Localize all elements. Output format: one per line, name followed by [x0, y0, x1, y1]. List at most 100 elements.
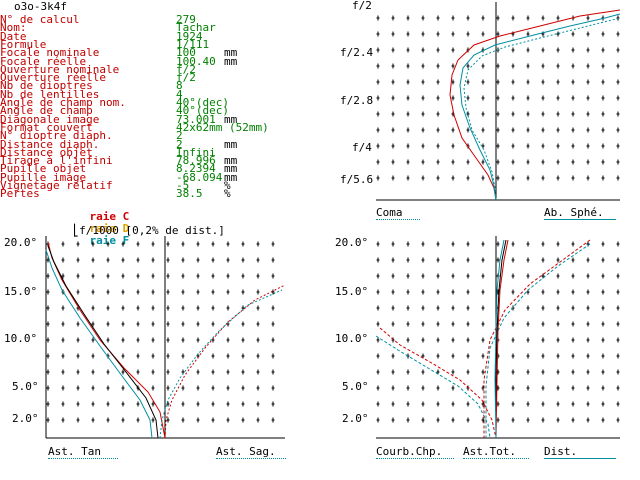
curvature-curve-teal — [375, 335, 491, 439]
field-ytick-4: 2.0° — [342, 412, 369, 425]
coma-curve-red — [449, 9, 621, 201]
param-value: 40°(dec) — [176, 104, 229, 118]
param-value: 42x62mm (52mm) — [176, 120, 269, 134]
param-label: Nb de dioptres — [0, 79, 93, 93]
param-label: Nb de lentilles — [0, 87, 100, 101]
param-label: Angle de champ nom. — [0, 96, 126, 109]
param-value: 78.996 — [176, 154, 216, 168]
field-ytick-3: 5.0° — [342, 380, 369, 393]
ast-total-curve-teal — [485, 243, 591, 438]
astig-plot-grid — [46, 241, 275, 423]
param-value: 100.40 — [176, 54, 216, 68]
curvature-curve — [379, 327, 497, 439]
param-label: Distance diaph. — [0, 137, 100, 151]
param-value: 2 — [176, 137, 183, 151]
ast-total-curve — [483, 239, 591, 438]
ast-sag-teal — [159, 289, 283, 439]
distortion-curve-red — [495, 239, 509, 439]
dist-label: Dist. — [544, 445, 578, 458]
param-label: Format couvert — [0, 120, 93, 134]
param-value: 8 — [176, 79, 183, 93]
dist-underline — [544, 458, 616, 459]
param-label: Pupille objet — [0, 162, 87, 176]
param-unit: mm — [224, 137, 238, 151]
coma-plot-grid — [376, 15, 620, 181]
coma-curve-teal — [459, 13, 621, 201]
ast-tot-underline — [463, 458, 529, 459]
field-ytick-0: 20.0° — [335, 236, 369, 249]
astig-ytick-4: 2.0° — [12, 412, 39, 425]
param-value: 8.2394 — [176, 162, 216, 176]
param-label: Focale réelle — [0, 54, 87, 68]
coma-left-label: Coma — [376, 206, 403, 219]
param-value: 73.001 — [176, 112, 216, 126]
distortion-curve-teal — [494, 239, 505, 439]
scale-note: ⎣f/1000 [0,2% de dist.] — [46, 213, 225, 249]
param-value: 38.5 — [176, 187, 203, 201]
ast-sag-red — [164, 284, 286, 439]
param-unit: mm — [224, 54, 238, 68]
coma-ytick-1: f/2.4 — [340, 46, 374, 59]
param-label: Distance objet — [0, 145, 93, 159]
astig-ytick-0: 20.0° — [4, 236, 38, 249]
param-value: -5 — [176, 179, 190, 192]
ast-tan-underline — [48, 458, 118, 459]
ast-tan-black — [47, 245, 159, 439]
param-unit: mm — [224, 170, 238, 184]
ast-tan-teal — [45, 249, 153, 439]
param-label: N° de calcul — [0, 13, 80, 26]
param-label: N° dioptre diaph. — [0, 129, 113, 143]
param-label: Focale nominale — [0, 46, 100, 60]
spectral-legend: raie C raie D raie F — [63, 199, 130, 259]
astig-ytick-2: 10.0° — [4, 332, 38, 345]
param-label: Angle de champ — [0, 104, 93, 118]
param-unit: mm — [224, 162, 238, 176]
coma-ytick-4: f/5.6 — [340, 173, 374, 186]
ast-sag-underline — [216, 458, 286, 459]
ast-sag-label: Ast. Sag. — [216, 445, 276, 458]
param-label: Pupille image — [0, 170, 87, 184]
param-label: Diagonale image — [0, 112, 100, 126]
param-label: Ouverture nominale — [0, 62, 120, 76]
coma-right-label: Ab. Sphé. — [544, 206, 604, 219]
param-unit: mm — [224, 154, 238, 168]
courb-chp-label: Courb.Chp. — [376, 445, 443, 458]
param-unit: mm — [224, 46, 238, 60]
astig-ytick-3: 5.0° — [12, 380, 39, 393]
param-value: 100 — [176, 46, 196, 60]
coma-ytick-0: f/2 — [352, 0, 372, 12]
param-label: Pertes — [0, 187, 40, 201]
param-label: Vignetage relatif — [0, 179, 113, 192]
param-value: Infini — [176, 145, 216, 159]
legend-d: raie D — [89, 222, 130, 235]
param-unit: % — [224, 179, 231, 192]
field-plot-grid — [376, 241, 620, 423]
coma-ytick-2: f/2.8 — [340, 94, 374, 107]
distortion-curve — [495, 239, 507, 438]
param-value: 4 — [176, 87, 183, 101]
param-value: 1924 — [176, 29, 203, 43]
astig-ytick-1: 15.0° — [4, 285, 38, 298]
param-unit: mm — [224, 112, 238, 126]
legend-c: raie C — [89, 210, 130, 223]
param-label: Formule — [0, 37, 47, 51]
lens-title: o3o-3k4f — [14, 0, 67, 13]
field-ytick-2: 10.0° — [335, 332, 369, 345]
param-label: Ouverture réelle — [0, 71, 106, 85]
param-value: f/2 — [176, 62, 196, 76]
param-value: 40°(dec) — [176, 96, 229, 109]
param-value: f/2 — [176, 71, 196, 85]
param-value: 2 — [176, 129, 183, 143]
scale-note-text: f/1000 [0,2% de dist.] — [79, 224, 225, 237]
param-unit: % — [224, 187, 231, 201]
param-label: Date — [0, 29, 27, 43]
coma-curve-dotted — [463, 17, 621, 201]
param-value: Tachar — [176, 21, 216, 35]
sph-label-underline — [544, 219, 616, 220]
param-value: 1/111 — [176, 37, 210, 51]
ast-tot-label: Ast.Tot. — [463, 445, 516, 458]
ast-tan-label: Ast. Tan — [48, 445, 101, 458]
param-label: Tirage à l'infini — [0, 154, 113, 168]
param-label: Nom: — [0, 21, 27, 35]
